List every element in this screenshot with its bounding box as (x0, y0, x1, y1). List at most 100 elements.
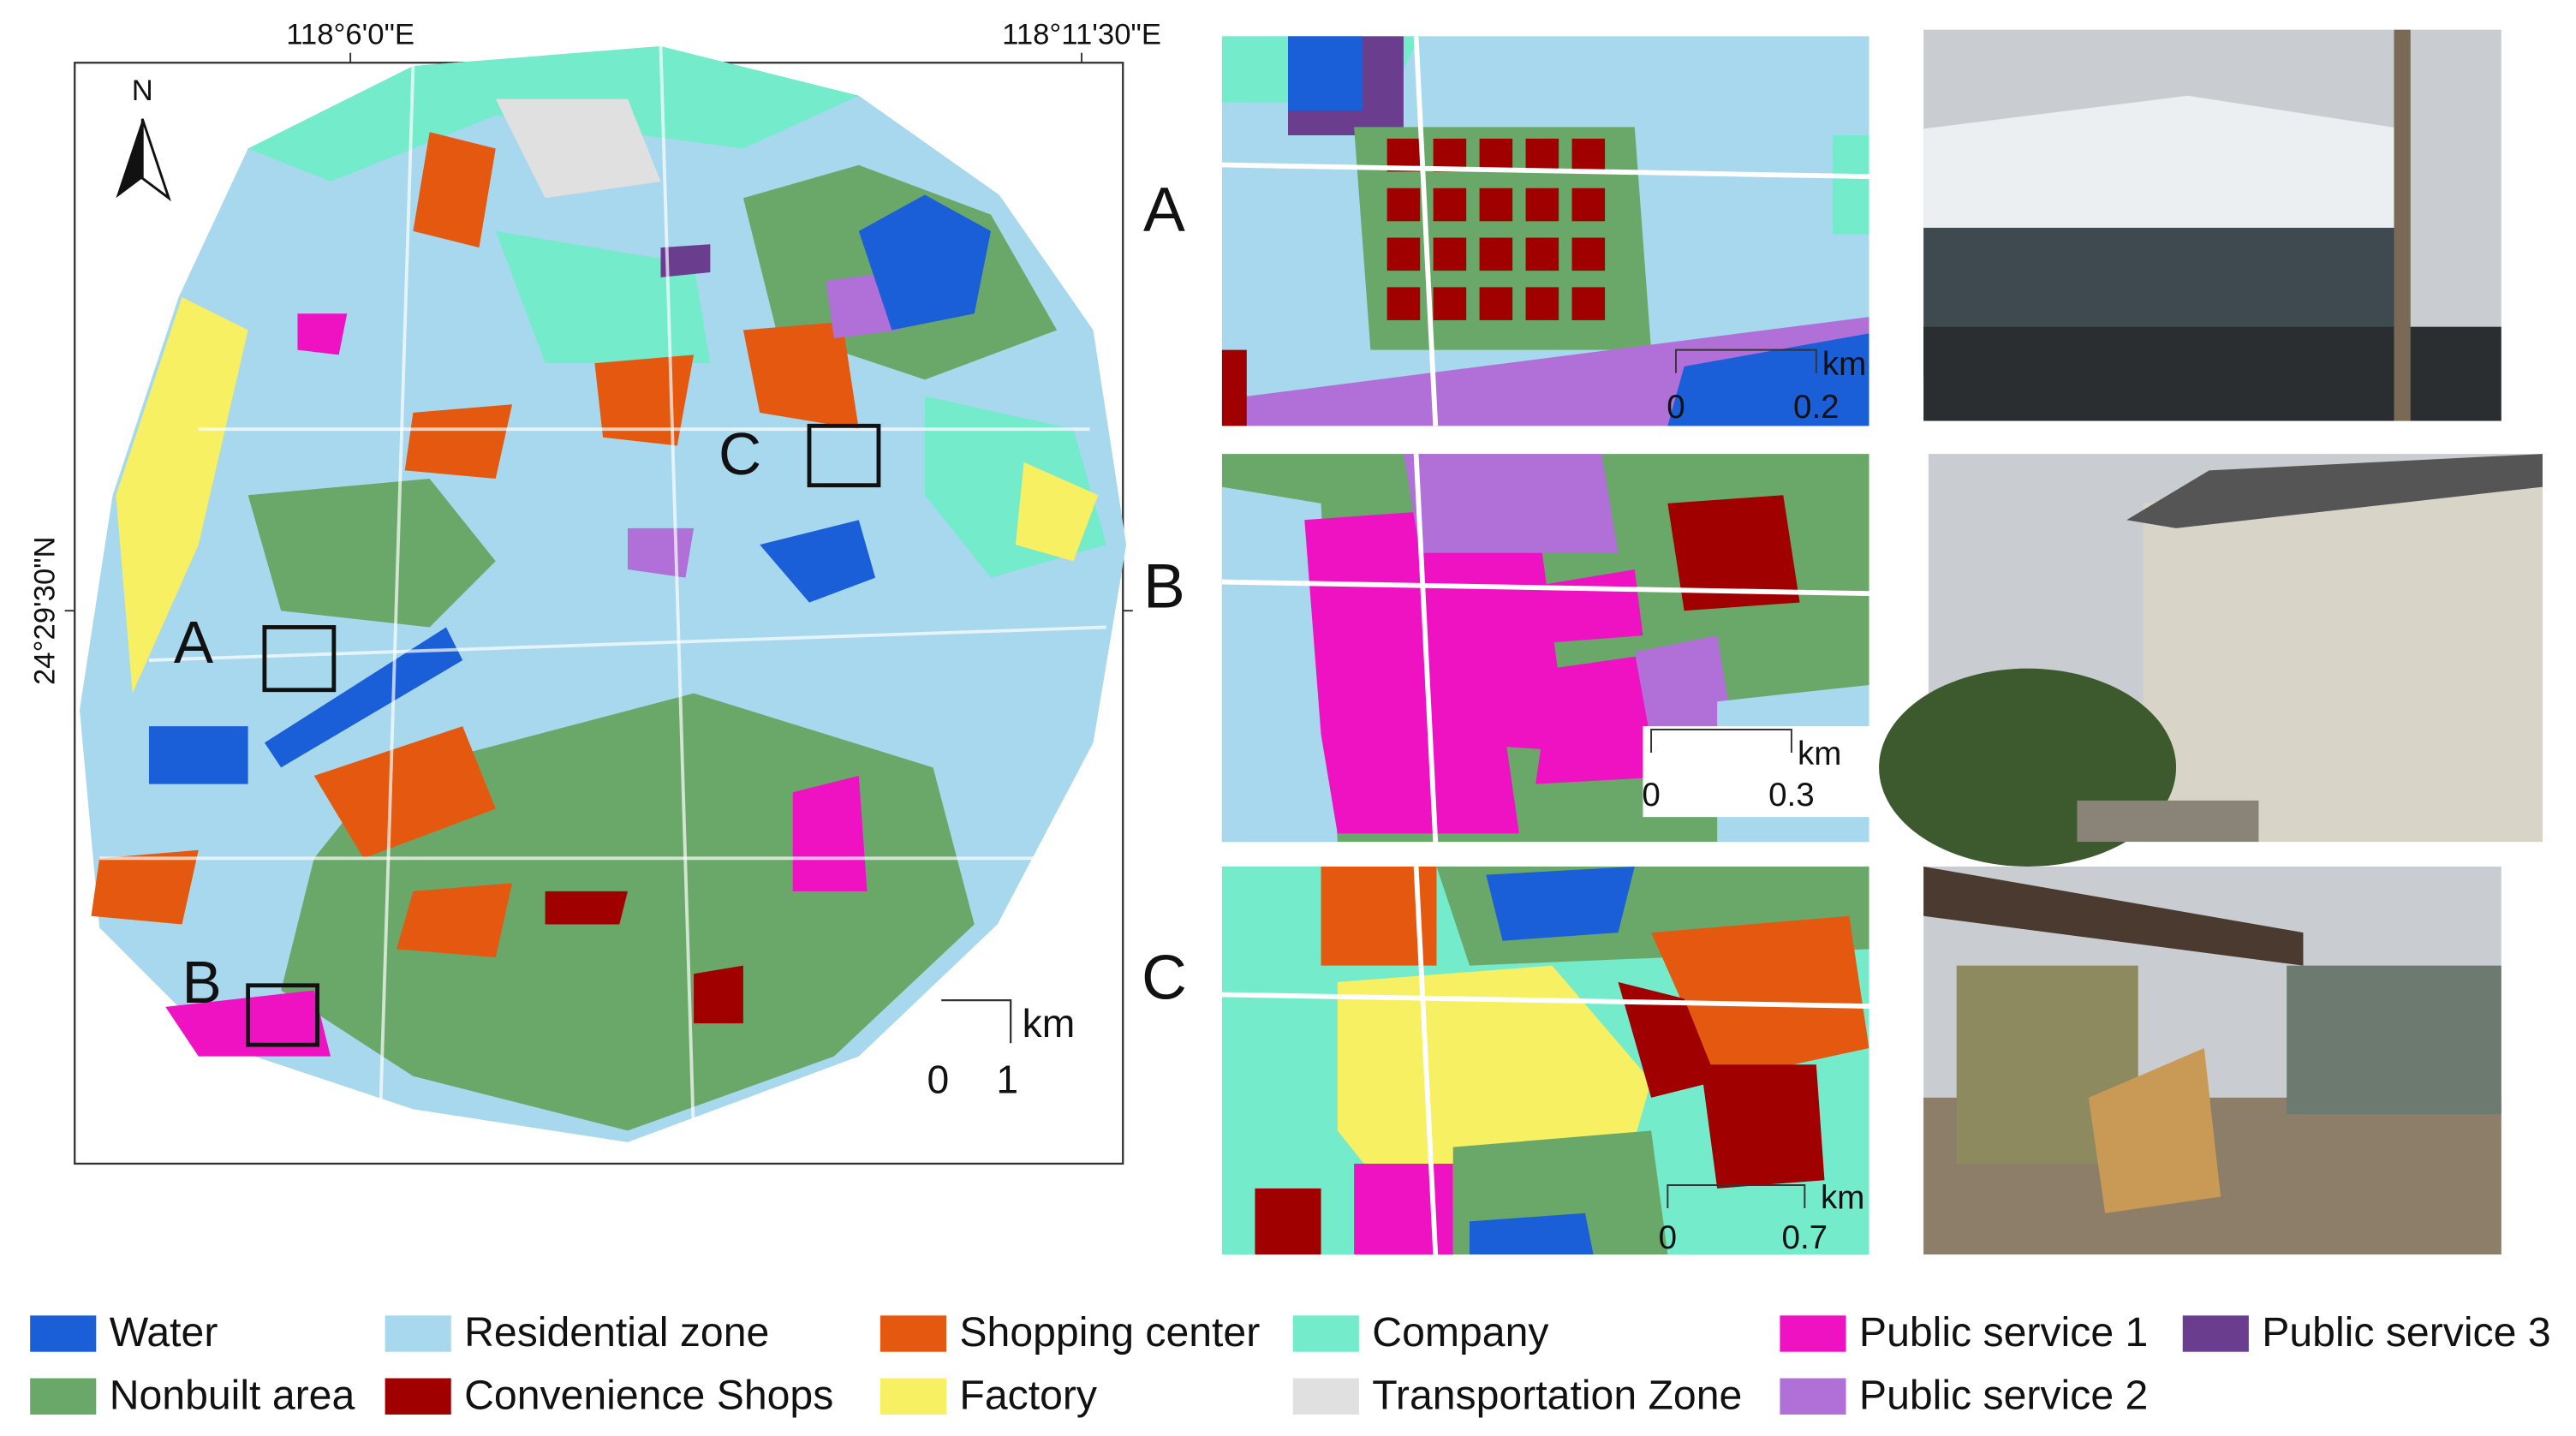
scale-unit: km (1023, 1001, 1076, 1046)
inset-box (246, 983, 319, 1047)
land-use-patch (1618, 981, 1718, 1098)
scale-bar (1667, 1184, 1806, 1208)
scale-bar (941, 998, 1012, 1044)
panel-label: C (1142, 942, 1187, 1012)
scale-unit: km (1798, 736, 1841, 772)
legend-swatch (385, 1378, 451, 1415)
legend-label: Public service 3 (2262, 1309, 2550, 1356)
legend-label: Company (1372, 1309, 1548, 1356)
path (2077, 800, 2259, 843)
land-use-patch (1288, 36, 1363, 111)
legend-label: Water (110, 1309, 218, 1356)
land-use-patch (1667, 495, 1800, 611)
pole (2394, 29, 2411, 421)
legend-label: Transportation Zone (1372, 1372, 1742, 1418)
scale-tick-label: 0.3 (1768, 777, 1815, 813)
scale-bar (1675, 349, 1817, 373)
inset-label: A (174, 609, 214, 676)
land-use-patch (1667, 333, 1869, 426)
scale-tick-label: 0.2 (1793, 389, 1840, 426)
land-use-patch (1255, 1188, 1321, 1254)
land-use-patch (1321, 718, 1519, 834)
legend-label: Convenience Shops (464, 1372, 833, 1418)
land-use-patch (413, 132, 496, 248)
road (1221, 162, 1869, 180)
legend-label: Public service 1 (1859, 1309, 2148, 1356)
road (1413, 866, 1439, 1255)
land-use-patch (545, 891, 628, 925)
inset-box (262, 625, 337, 693)
photo (1879, 454, 2543, 867)
road (1413, 36, 1439, 426)
scale-tick-label: 1 (996, 1058, 1018, 1102)
scale-unit: km (1821, 1180, 1864, 1217)
panel-label: A (1143, 175, 1185, 245)
longitude-label: 118°11'30"E (1002, 19, 1161, 51)
panel-map (1221, 866, 1869, 1255)
land-use-patch (792, 775, 868, 891)
fence (1923, 326, 2501, 421)
building-block (1571, 188, 1606, 222)
legend-swatch (880, 1315, 946, 1352)
inset-label: C (719, 420, 761, 487)
land-use-patch (1486, 866, 1635, 941)
legend-swatch (1292, 1315, 1359, 1352)
legend-swatch (30, 1378, 97, 1415)
land-use-patch (1651, 915, 1869, 1081)
building-block (1386, 287, 1421, 320)
scale-bar (1650, 729, 1792, 753)
building-block (1433, 138, 1467, 172)
building-block (1433, 188, 1467, 222)
road (148, 625, 1107, 662)
building-block (1386, 188, 1421, 222)
building-block (1386, 237, 1421, 271)
building-block (1525, 237, 1559, 271)
land-use-patch (660, 244, 711, 277)
land-use-patch (91, 849, 199, 925)
road (1221, 579, 1869, 597)
panel-map (1221, 36, 1869, 426)
latitude-label: 24°29'30"N (29, 536, 62, 685)
land-use-patch (694, 965, 743, 1024)
building-block (1525, 287, 1559, 320)
land-use-patch (297, 313, 348, 355)
legend-swatch (1780, 1378, 1846, 1415)
building-block (1571, 237, 1606, 271)
land-use-patch (594, 355, 695, 446)
land-use-patch (1304, 503, 1569, 752)
inset-box (807, 423, 881, 488)
building-block (1479, 237, 1513, 271)
roof (2126, 454, 2543, 528)
building-block (1479, 138, 1513, 172)
photo (1923, 866, 2501, 1254)
road (1221, 992, 1869, 1009)
building-block (1479, 287, 1513, 320)
scale-tick-label: 0 (1642, 777, 1660, 813)
building-block (1571, 287, 1606, 320)
road (378, 66, 415, 1123)
land-use-patch (404, 404, 513, 479)
building-block (1571, 138, 1606, 172)
land-use-patch (495, 98, 661, 199)
land-use-patch (1470, 1213, 1594, 1254)
land-use-patch (1634, 635, 1734, 743)
legend-swatch (2182, 1315, 2249, 1352)
building-block (1433, 237, 1467, 271)
land-use-patch (760, 520, 876, 603)
legend-swatch (1780, 1315, 1846, 1352)
legend-label: Factory (959, 1372, 1097, 1418)
land-use-patch (1354, 1163, 1453, 1254)
scale-tick-label: 0 (927, 1058, 949, 1102)
legend-label: Residential zone (464, 1309, 769, 1356)
land-use-patch (313, 726, 496, 859)
legend-label: Public service 2 (1859, 1372, 2148, 1418)
building (2143, 454, 2543, 843)
building-block (1525, 188, 1559, 222)
land-use-patch (1700, 1064, 1825, 1189)
scale-background (1643, 726, 1869, 818)
north-label: N (132, 74, 153, 107)
timber (2088, 1048, 2221, 1213)
shed-roof (1923, 866, 2304, 966)
building-block (1479, 188, 1513, 222)
